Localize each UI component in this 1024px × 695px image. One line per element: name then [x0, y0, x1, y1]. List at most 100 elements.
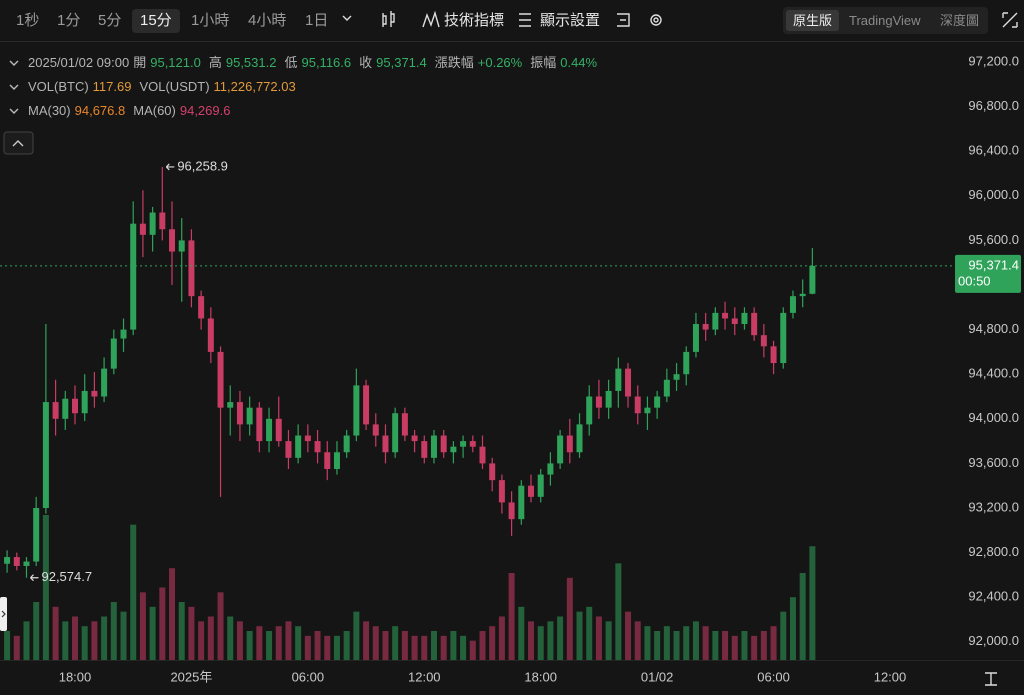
- y-tick-label: 95,600.0: [968, 232, 1019, 247]
- interval-button[interactable]: 4小時: [248, 12, 287, 29]
- candle-body: [760, 335, 767, 347]
- volume-bar: [91, 621, 98, 660]
- volume-bar: [372, 626, 379, 660]
- volume-bar: [33, 602, 40, 660]
- volume-bar: [537, 626, 544, 660]
- candle-body: [33, 508, 40, 562]
- candle-layer: [4, 166, 816, 578]
- legend-time: 2025/01/02 09:00: [28, 55, 130, 70]
- volume-bar: [343, 631, 350, 660]
- volume-bar: [508, 573, 515, 660]
- volume-layer: [4, 515, 816, 660]
- candle-body: [188, 240, 195, 297]
- candle-body: [304, 435, 311, 442]
- volume-bar: [130, 524, 137, 660]
- last-price-box: [955, 254, 1021, 293]
- interval-button[interactable]: 5分: [98, 12, 122, 29]
- x-tick-label: 01/02: [641, 669, 674, 684]
- volume-bar: [799, 573, 806, 660]
- volume-bar: [392, 626, 399, 660]
- x-tick-label: 12:00: [408, 669, 441, 684]
- candle-body: [42, 402, 49, 509]
- volume-bar: [722, 631, 729, 660]
- candle-body: [227, 402, 234, 408]
- volume-bar: [169, 568, 176, 660]
- interval-button[interactable]: 15分: [132, 9, 180, 33]
- candle-body: [4, 557, 11, 564]
- volume-bar: [324, 635, 331, 660]
- volume-bar: [595, 616, 602, 660]
- candle-body: [460, 441, 467, 447]
- volume-bar: [71, 616, 78, 660]
- side-tab[interactable]: [0, 597, 7, 631]
- candle-body: [479, 446, 486, 464]
- candle-body: [314, 441, 321, 453]
- legend-label: 低: [284, 55, 298, 70]
- volume-bar: [236, 621, 243, 660]
- x-tick-label: 2025年: [170, 669, 212, 684]
- side-tab-icon: [1, 610, 6, 618]
- volume-bar: [576, 611, 583, 660]
- volume-bar: [440, 635, 447, 660]
- interval-button[interactable]: 1小時: [191, 12, 230, 29]
- y-tick-label: 94,800.0: [968, 321, 1019, 336]
- volume-bar: [333, 635, 340, 660]
- volume-bar: [460, 635, 467, 660]
- candle-body: [324, 452, 331, 469]
- legend-value: 95,531.2: [225, 55, 277, 70]
- candle-body: [207, 318, 214, 352]
- view-button[interactable]: 深度圖: [940, 13, 980, 28]
- candle-body: [644, 407, 651, 414]
- volume-bar: [557, 616, 564, 660]
- candle-body: [110, 338, 117, 369]
- volume-bar: [198, 621, 205, 660]
- candle-body: [692, 324, 699, 352]
- candle-body: [780, 312, 787, 364]
- volume-bar: [634, 621, 641, 660]
- legend-label: 開: [133, 55, 147, 70]
- volume-bar: [479, 631, 486, 660]
- interval-button[interactable]: 1秒: [16, 12, 40, 29]
- volume-bar: [81, 626, 88, 660]
- volume-bar: [625, 611, 632, 660]
- volume-bar: [654, 631, 661, 660]
- volume-bar: [760, 631, 767, 660]
- indicators-button[interactable]: 技術指標: [444, 12, 505, 29]
- interval-button[interactable]: 1分: [57, 12, 81, 29]
- legend-value: 94,269.6: [179, 103, 231, 118]
- volume-bar: [430, 631, 437, 660]
- volume-bar: [702, 626, 709, 660]
- volume-bar: [363, 621, 370, 660]
- x-tick-label: 06:00: [757, 669, 790, 684]
- view-button[interactable]: 原生版: [786, 10, 840, 31]
- volume-bar: [401, 631, 408, 660]
- interval-button[interactable]: 1日: [305, 12, 329, 29]
- volume-bar: [586, 606, 593, 660]
- candle-body: [751, 312, 758, 336]
- candle-body: [440, 435, 447, 453]
- candle-body: [576, 424, 583, 453]
- collapse-button[interactable]: [3, 131, 34, 155]
- volume-bar: [411, 635, 418, 660]
- volume-bar: [566, 577, 573, 660]
- volume-bar: [450, 631, 457, 660]
- volume-bar: [605, 621, 612, 660]
- candle-body: [799, 293, 806, 297]
- display-settings-button[interactable]: 顯示設置: [540, 12, 601, 29]
- volume-bar: [712, 631, 719, 660]
- volume-bar: [663, 626, 670, 660]
- y-tick-label: 92,400.0: [968, 589, 1019, 604]
- legend-chevrons[interactable]: [9, 60, 19, 114]
- candle-body: [537, 474, 544, 497]
- legend-label: 高: [208, 55, 222, 70]
- candle-body: [13, 557, 20, 566]
- view-button[interactable]: TradingView: [849, 13, 921, 28]
- candle-body: [634, 396, 641, 414]
- candle-body: [421, 441, 428, 458]
- volume-bar: [489, 626, 496, 660]
- volume-bar: [741, 631, 748, 660]
- countdown-label: 00:50: [958, 273, 991, 288]
- volume-bar: [518, 606, 525, 660]
- candle-body: [91, 390, 98, 397]
